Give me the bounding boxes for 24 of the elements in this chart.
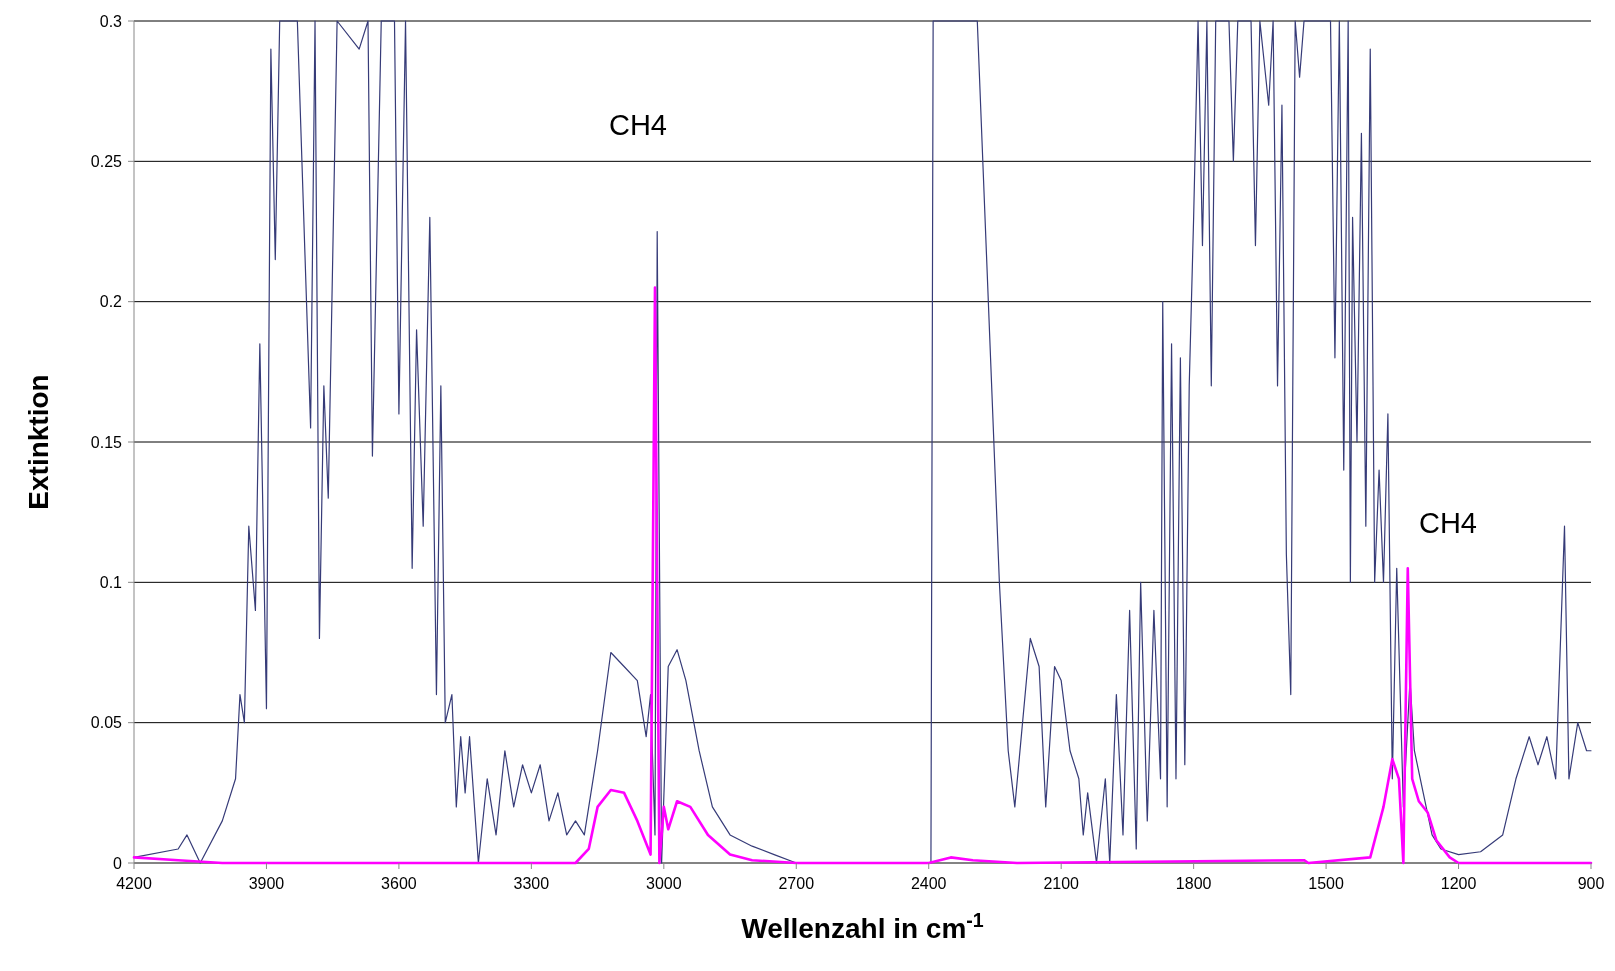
x-axis-title: Wellenzahl in cm$^{-1}$: [741, 909, 984, 944]
annotation: CH4: [608, 109, 668, 142]
x-tick-label: 1500: [1308, 875, 1344, 892]
x-tick-label: 4200: [116, 875, 152, 892]
y-tick-label: 0.05: [90, 714, 123, 732]
x-tick-label: 900: [1577, 875, 1605, 892]
line-series: [132, 286, 1593, 865]
y-axis-title: Extinktion: [23, 374, 54, 510]
y-tick-label: 0.3: [99, 12, 123, 30]
annotation: CH4: [1418, 507, 1478, 540]
x-tick-label: 3000: [646, 875, 682, 892]
y-tick-label: 0.2: [99, 293, 123, 311]
y-tick-label: 0.25: [90, 152, 123, 170]
x-tick-label: 1800: [1175, 875, 1212, 892]
y-tick-label: 0.1: [99, 573, 123, 591]
x-tick-label: 1200: [1440, 875, 1477, 892]
x-tick-label: 2400: [910, 875, 947, 892]
x-tick-label: 3900: [248, 875, 285, 892]
x-tick-label: 2100: [1043, 875, 1080, 892]
x-tick-label: 2700: [778, 875, 815, 892]
y-tick-label: 0: [113, 854, 123, 872]
y-tick-label: 0.15: [90, 433, 123, 451]
x-tick-label: 3300: [513, 875, 550, 892]
x-tick-label: 3600: [381, 875, 417, 892]
